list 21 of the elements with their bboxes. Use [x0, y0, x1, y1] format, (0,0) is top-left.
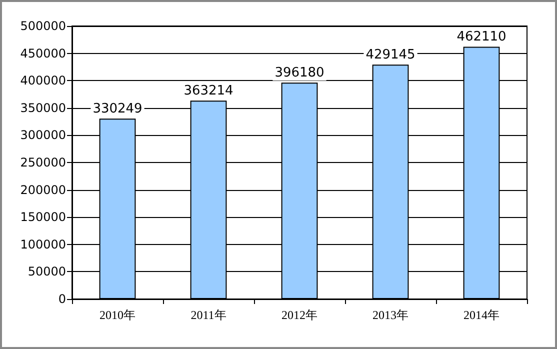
y-tick-label: 0 — [58, 292, 66, 306]
data-label: 330249 — [92, 102, 142, 117]
y-tick-label: 50000 — [28, 264, 66, 279]
data-label: 363214 — [184, 84, 234, 99]
y-tick-label: 500000 — [20, 19, 66, 33]
data-label: 462110 — [456, 30, 506, 45]
data-label: 396180 — [274, 66, 324, 81]
x-tick-label: 2012年 — [282, 308, 318, 322]
y-tick-label: 450000 — [20, 46, 66, 60]
y-tick-label: 200000 — [20, 182, 66, 197]
y-tick-label: 300000 — [20, 128, 66, 142]
x-tick-label: 2014年 — [464, 308, 500, 322]
x-tick-label: 2013年 — [372, 308, 408, 322]
y-tick-label: 250000 — [20, 156, 66, 170]
y-tick-label: 400000 — [20, 74, 66, 88]
y-tick-label: 150000 — [20, 210, 66, 224]
y-tick-label: 100000 — [20, 237, 66, 252]
y-tick-label: 350000 — [20, 100, 66, 115]
x-tick-label: 2011年 — [190, 308, 226, 322]
x-tick-label: 2010年 — [100, 308, 136, 322]
data-label: 429145 — [366, 48, 416, 63]
